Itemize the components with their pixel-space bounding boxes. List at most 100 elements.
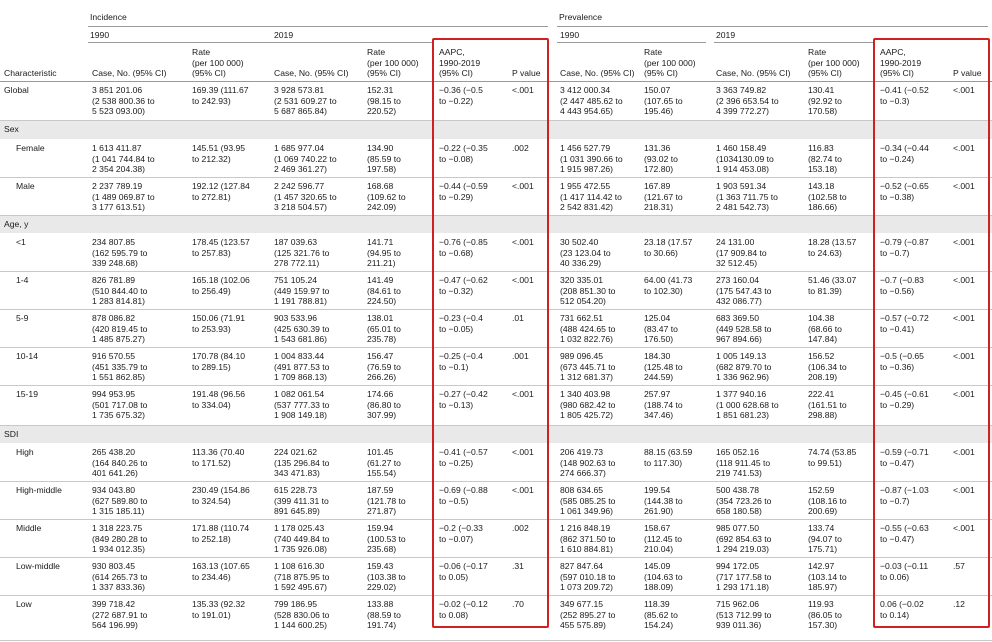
table-cell: 1 216 848.19 (862 371.50 to 1 610 884.81… xyxy=(560,523,616,555)
sex-band xyxy=(0,121,992,139)
table-cell: 145.09 (104.63 to 188.09) xyxy=(644,561,683,593)
row-label: 10-14 xyxy=(16,351,38,361)
table-cell: 1 955 472.55 (1 417 114.42 to 2 542 831.… xyxy=(560,181,622,213)
table-cell: 119.93 (86.05 to 157.30) xyxy=(808,599,842,631)
table-cell: 826 781.89 (510 844.40 to 1 283 814.81) xyxy=(92,275,148,307)
table-cell: −0.5 (−0.65 to −0.36) xyxy=(880,351,924,372)
table-cell: <.001 xyxy=(953,275,975,285)
table-cell: −0.41 (−0.52 to −0.3) xyxy=(880,85,929,106)
table-cell: 187.59 (121.78 to 271.87) xyxy=(367,485,406,517)
table-cell: 169.39 (111.67 to 242.93) xyxy=(192,85,249,106)
table-cell: <.001 xyxy=(953,181,975,191)
pvalue-header: P value xyxy=(953,68,982,78)
prevalence-aapc-highlight-box xyxy=(873,38,990,628)
table-cell: 234 807.85 (162 595.79 to 339 248.68) xyxy=(92,237,148,269)
table-cell: −0.45 (−0.61 to −0.29) xyxy=(880,389,929,410)
table-cell: 1 005 149.13 (682 879.70 to 1 336 962.96… xyxy=(716,351,772,383)
table-cell: 257.97 (188.74 to 347.46) xyxy=(644,389,683,421)
year-2019-prevalence: 2019 xyxy=(716,30,736,40)
sdi-section-label: SDI xyxy=(4,429,19,439)
row-separator xyxy=(0,309,992,310)
row-separator xyxy=(0,215,992,216)
table-cell: 138.01 (65.01 to 235.78) xyxy=(367,313,401,345)
table-cell: 1 685 977.04 (1 069 740.22 to 2 469 361.… xyxy=(274,143,337,175)
table-cell: .31 xyxy=(512,561,524,571)
table-cell: 141.49 (84.61 to 224.50) xyxy=(367,275,401,307)
table-cell: 1 613 411.87 (1 041 744.84 to 2 354 204.… xyxy=(92,143,155,175)
case-header: Case, No. (95% CI) xyxy=(560,68,635,78)
table-cell: <.001 xyxy=(512,237,534,247)
table-cell: 23.18 (17.57 to 30.66) xyxy=(644,237,693,258)
table-cell: <.001 xyxy=(953,447,975,457)
table-cell: 150.06 (71.91 to 253.93) xyxy=(192,313,246,334)
row-separator xyxy=(0,481,992,482)
table-cell: −0.2 (−0.33 to −0.07) xyxy=(439,523,483,544)
table-cell: <.001 xyxy=(953,389,975,399)
table-cell: −0.22 (−0.35 to −0.08) xyxy=(439,143,488,164)
table-cell: <.001 xyxy=(512,275,534,285)
case-header: Case, No. (95% CI) xyxy=(716,68,791,78)
table-cell: 273 160.04 (175 547.43 to 432 086.77) xyxy=(716,275,772,307)
table-cell: 1 460 158.49 (1034130.09 to 1 914 453.08… xyxy=(716,143,774,175)
table-cell: 1 082 061.54 (537 777.33 to 1 908 149.18… xyxy=(274,389,330,421)
table-cell: 799 186.95 (528 830.06 to 1 144 600.25) xyxy=(274,599,330,631)
table-cell: .002 xyxy=(512,143,529,153)
table-cell: <.001 xyxy=(512,485,534,495)
table-cell: 903 533.96 (425 630.39 to 1 543 681.86) xyxy=(274,313,330,345)
table-cell: 878 086.82 (420 819.45 to 1 485 875.27) xyxy=(92,313,148,345)
aapc-header: AAPC, 1990-2019 (95% CI) xyxy=(880,47,922,79)
table-cell: 131.36 (93.02 to 172.80) xyxy=(644,143,678,175)
table-cell: 165.18 (102.06 to 256.49) xyxy=(192,275,250,296)
rate-header: Rate (per 100 000) (95% CI) xyxy=(367,47,419,79)
table-cell: −0.47 (−0.62 to −0.32) xyxy=(439,275,488,296)
table-cell: 827 847.64 (597 010.18 to 1 073 209.72) xyxy=(560,561,616,593)
sdi-band xyxy=(0,426,992,443)
table-cell: 163.13 (107.65 to 234.46) xyxy=(192,561,250,582)
table-cell: 191.48 (96.56 to 334.04) xyxy=(192,389,246,410)
row-label: Global xyxy=(4,85,29,95)
table-cell: .01 xyxy=(512,313,524,323)
table-cell: 18.28 (13.57 to 24.63) xyxy=(808,237,857,258)
table-cell: 3 928 573.81 (2 531 609.27 to 5 687 865.… xyxy=(274,85,337,117)
table-cell: 64.00 (41.73 to 102.30) xyxy=(644,275,693,296)
table-cell: 399 718.42 (272 687.91 to 564 196.99) xyxy=(92,599,148,631)
table-cell: 165 052.16 (118 911.45 to 219 741.53) xyxy=(716,447,771,479)
table-cell: 24 131.00 (17 909.84 to 32 512.45) xyxy=(716,237,767,269)
table-cell: 715 962.06 (513 712.99 to 939 011.36) xyxy=(716,599,772,631)
table-cell: 113.36 (70.40 to 171.52) xyxy=(192,447,245,468)
table-cell: 1 004 833.44 (491 877.53 to 1 709 868.13… xyxy=(274,351,330,383)
table-cell: 192.12 (127.84 to 272.81) xyxy=(192,181,250,202)
year-2019-incidence: 2019 xyxy=(274,30,294,40)
table-cell: <.001 xyxy=(953,523,975,533)
table-cell: 133.88 (88.59 to 191.74) xyxy=(367,599,401,631)
table-cell: −0.27 (−0.42 to −0.13) xyxy=(439,389,488,410)
table-cell: −0.52 (−0.65 to −0.38) xyxy=(880,181,929,202)
header-bottom-rule xyxy=(0,81,992,82)
inc-2019-rule xyxy=(272,42,432,43)
row-label: 1-4 xyxy=(16,275,29,285)
rate-header: Rate (per 100 000) (95% CI) xyxy=(644,47,696,79)
table-cell: .57 xyxy=(953,561,965,571)
row-label: Low xyxy=(16,599,32,609)
table-cell: 158.67 (112.45 to 210.04) xyxy=(644,523,683,555)
table-cell: 116.83 (82.74 to 153.18) xyxy=(808,143,842,175)
table-cell: −0.59 (−0.71 to −0.47) xyxy=(880,447,929,468)
sex-section-label: Sex xyxy=(4,124,19,134)
table-cell: 150.07 (107.65 to 195.46) xyxy=(644,85,683,117)
table-cell: −0.41 (−0.57 to −0.25) xyxy=(439,447,488,468)
table-cell: 206 419.73 (148 902.63 to 274 666.37) xyxy=(560,447,616,479)
table-cell: −0.06 (−0.17 to 0.05) xyxy=(439,561,488,582)
table-cell: 143.18 (102.58 to 186.66) xyxy=(808,181,847,213)
case-header: Case, No. (95% CI) xyxy=(274,68,349,78)
row-separator xyxy=(0,640,992,641)
table-cell: 178.45 (123.57 to 257.83) xyxy=(192,237,250,258)
table-cell: −0.7 (−0.83 to −0.56) xyxy=(880,275,924,296)
age-band xyxy=(0,216,992,233)
table-cell: 3 851 201.06 (2 538 800.36 to 5 523 093.… xyxy=(92,85,155,117)
table-cell: 1 318 223.75 (849 280.28 to 1 934 012.35… xyxy=(92,523,148,555)
table-cell: −0.87 (−1.03 to −0.7) xyxy=(880,485,929,506)
row-label: 5-9 xyxy=(16,313,29,323)
table-cell: 808 634.65 (585 085.25 to 1 061 349.96) xyxy=(560,485,616,517)
table-cell: −0.79 (−0.87 to −0.7) xyxy=(880,237,929,258)
table-cell: 187 039.63 (125 321.76 to 278 772.11) xyxy=(274,237,330,269)
